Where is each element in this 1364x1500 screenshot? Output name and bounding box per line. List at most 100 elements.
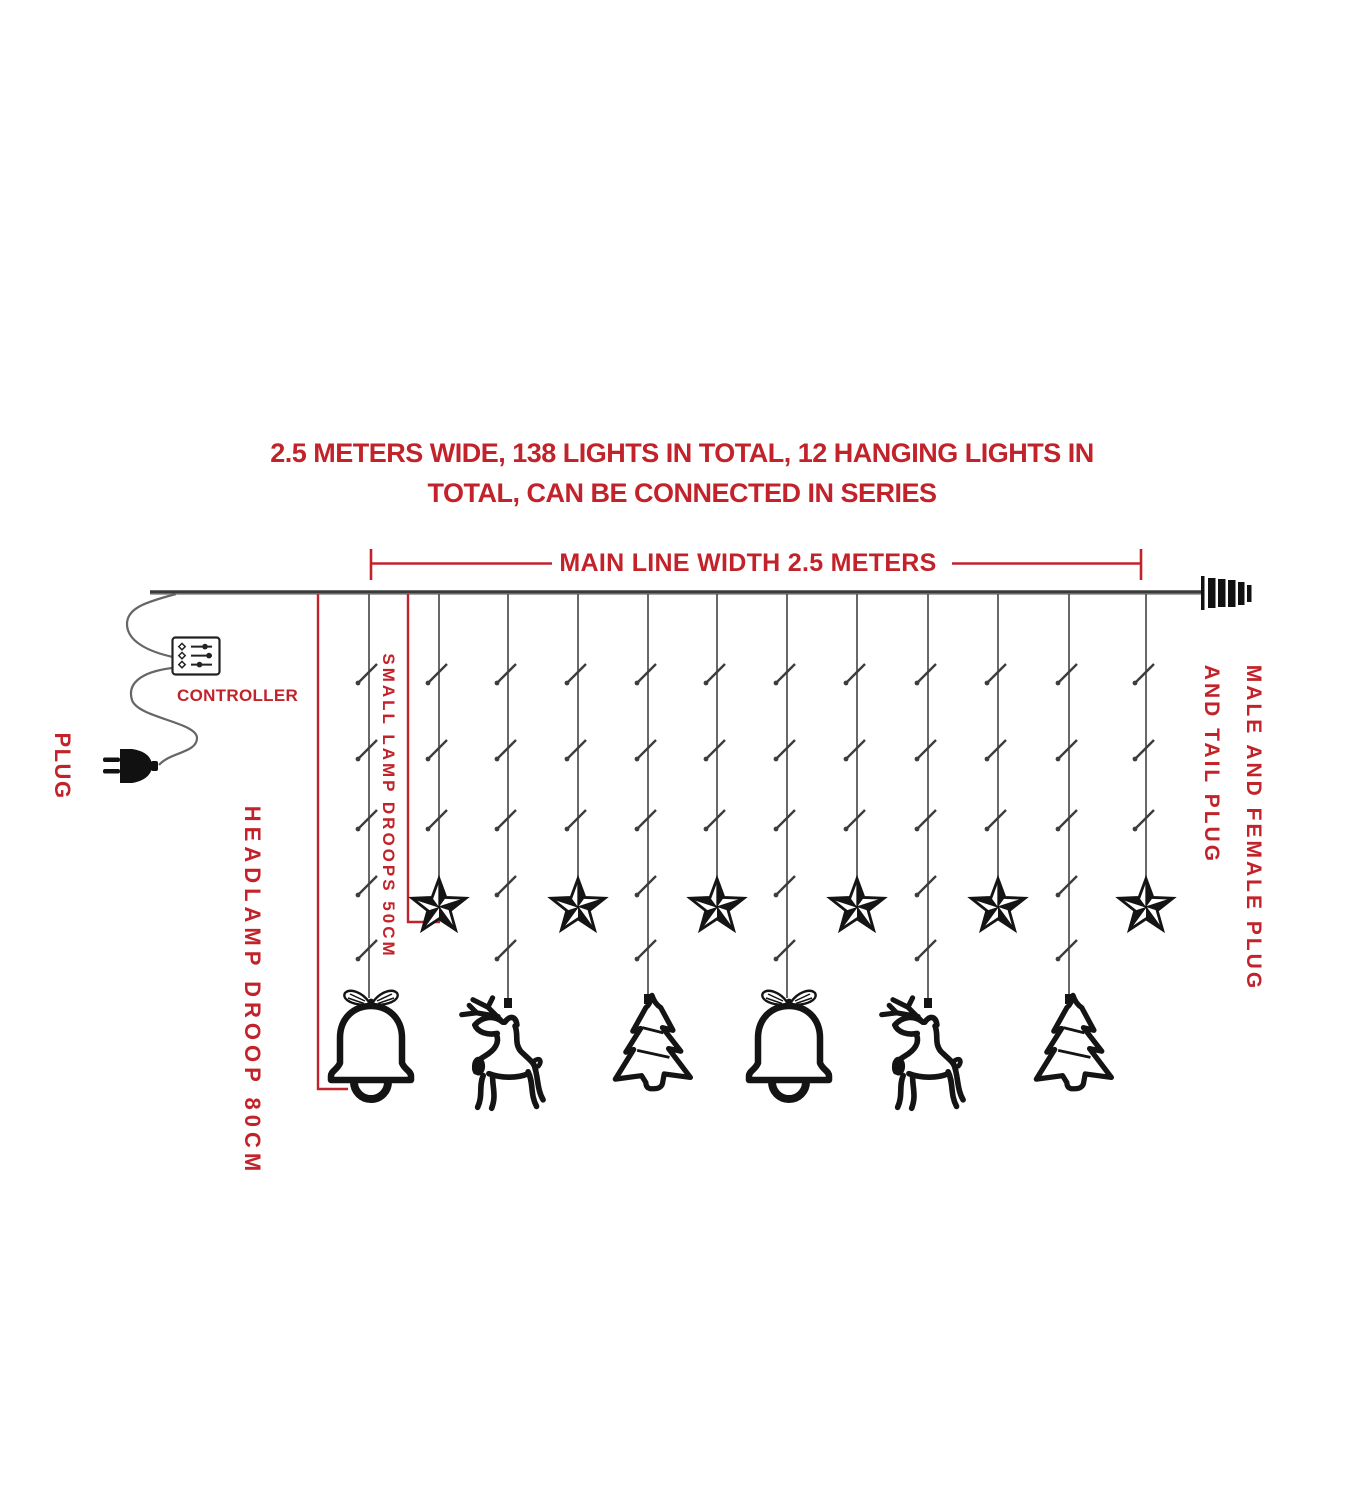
light-bulb-dot	[564, 756, 570, 762]
light-bulb-dot	[425, 756, 431, 762]
tree-ornament	[615, 995, 690, 1088]
light-bulb-dot	[843, 756, 849, 762]
light-icon	[986, 663, 1007, 684]
light-bulb-dot	[564, 826, 570, 832]
light-icon	[1057, 809, 1078, 830]
light-icon	[357, 739, 378, 760]
light-icon	[775, 809, 796, 830]
star-ornament	[688, 877, 746, 932]
light-bulb-dot	[634, 892, 640, 898]
light-bulb-dot	[773, 680, 779, 686]
reindeer-ornament	[462, 998, 543, 1108]
light-bulb-dot	[634, 956, 640, 962]
light-icon	[496, 663, 517, 684]
title-line-1: 2.5 METERS WIDE, 138 LIGHTS IN TOTAL, 12…	[270, 438, 1094, 468]
light-bulb-dot	[634, 826, 640, 832]
light-bulb-dot	[703, 826, 709, 832]
light-bulb-dot	[773, 956, 779, 962]
light-icon	[357, 809, 378, 830]
light-bulb-dot	[355, 892, 361, 898]
light-bulb-dot	[984, 680, 990, 686]
light-bulb-dot	[773, 756, 779, 762]
light-icon	[705, 739, 726, 760]
light-bulb-dot	[914, 892, 920, 898]
star-ornament	[828, 877, 886, 932]
light-bulb-dot	[634, 756, 640, 762]
light-icon	[916, 875, 937, 896]
main-line-width-label: MAIN LINE WIDTH 2.5 METERS	[559, 549, 937, 577]
light-bulb-dot	[355, 826, 361, 832]
light-icon	[845, 739, 866, 760]
light-icon	[845, 809, 866, 830]
light-icon	[1057, 939, 1078, 960]
light-bulb-dot	[355, 680, 361, 686]
light-bulb-dot	[425, 680, 431, 686]
light-icon	[775, 663, 796, 684]
light-bulb-dot	[494, 892, 500, 898]
light-icon	[1134, 739, 1155, 760]
male-female-plug-label: MALE AND FEMALE PLUG AND TAIL PLUG	[1190, 665, 1274, 991]
light-icon	[427, 739, 448, 760]
light-icon	[705, 809, 726, 830]
light-bulb-dot	[494, 756, 500, 762]
light-icon	[496, 939, 517, 960]
light-icon	[775, 875, 796, 896]
bell-ornament	[331, 991, 411, 1099]
light-icon	[636, 875, 657, 896]
light-bulb-dot	[1132, 680, 1138, 686]
light-icon	[496, 875, 517, 896]
power-wire-upper	[125, 592, 177, 659]
light-bulb-dot	[494, 956, 500, 962]
light-bulb-dot	[843, 826, 849, 832]
light-bulb-dot	[703, 756, 709, 762]
light-icon	[1134, 663, 1155, 684]
light-icon	[566, 663, 587, 684]
male-female-plug-line-2: AND TAIL PLUG	[1200, 664, 1223, 865]
small-lamp-measure	[406, 594, 440, 924]
light-bulb-dot	[1055, 956, 1061, 962]
light-bulb-dot	[914, 756, 920, 762]
tree-ornament	[1036, 995, 1111, 1088]
light-bulb-dot	[914, 826, 920, 832]
light-icon	[496, 809, 517, 830]
light-bulb-dot	[914, 956, 920, 962]
light-icon	[986, 809, 1007, 830]
light-bulb-dot	[1055, 680, 1061, 686]
light-icon	[916, 809, 937, 830]
light-bulb-dot	[564, 680, 570, 686]
light-bulb-dot	[494, 826, 500, 832]
light-icon	[427, 663, 448, 684]
light-icon	[916, 739, 937, 760]
light-bulb-dot	[425, 826, 431, 832]
light-bulb-dot	[703, 680, 709, 686]
title-block: 2.5 METERS WIDE, 138 LIGHTS IN TOTAL, 12…	[0, 433, 1364, 513]
light-bulb-dot	[634, 680, 640, 686]
light-bulb-dot	[355, 756, 361, 762]
star-ornament	[1117, 877, 1175, 932]
reindeer-ornament	[882, 998, 963, 1108]
power-plug-icon	[103, 749, 158, 783]
light-icon	[1057, 663, 1078, 684]
light-icon	[1057, 739, 1078, 760]
light-bulb-dot	[914, 680, 920, 686]
light-icon	[566, 809, 587, 830]
light-bulb-dot	[843, 680, 849, 686]
light-icon	[496, 739, 517, 760]
power-wire-lower	[129, 666, 199, 766]
light-bulb-dot	[1055, 756, 1061, 762]
light-icon	[357, 875, 378, 896]
light-icon	[427, 809, 448, 830]
controller-icon	[171, 636, 221, 676]
headlamp-measure	[316, 594, 348, 1091]
light-icon	[636, 663, 657, 684]
light-bulb-dot	[984, 756, 990, 762]
light-bulb-dot	[355, 956, 361, 962]
light-icon	[357, 663, 378, 684]
star-ornament	[969, 877, 1027, 932]
light-icon	[986, 739, 1007, 760]
male-female-plug-line-1: MALE AND FEMALE PLUG	[1242, 664, 1265, 992]
light-icon	[705, 663, 726, 684]
bell-ornament	[749, 991, 829, 1099]
tail-plug-icon	[1201, 576, 1252, 610]
